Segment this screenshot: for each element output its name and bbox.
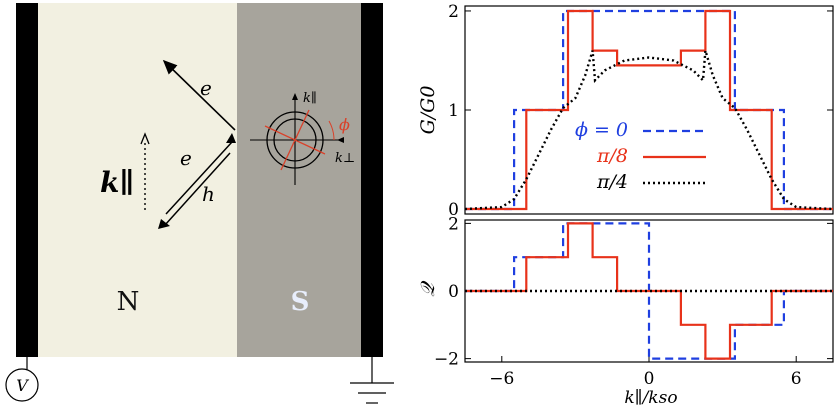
voltage-source	[5, 368, 39, 402]
left-lead	[16, 3, 38, 357]
region-s-label: S	[291, 287, 310, 317]
legend-label-phi0: ϕ = 0	[575, 119, 628, 141]
xtick-label-2: 6	[791, 369, 802, 389]
charge-xlabel: k∥/kso	[624, 388, 677, 408]
ytick-label-1-0: −2	[434, 350, 459, 370]
hole-arrowhead	[158, 219, 170, 229]
charge-ylabel: 𝒬	[417, 280, 439, 297]
ytick-label-0-0: 0	[448, 200, 459, 220]
series-line-1-1	[465, 222, 833, 360]
ytick-label-1-1: 0	[448, 282, 459, 302]
label-phi: ϕ	[339, 115, 350, 134]
xtick-label-0: −6	[489, 369, 514, 389]
legend-label-pi8: π/8	[596, 145, 628, 167]
incident-electron-arrowhead	[226, 133, 236, 143]
legend: ϕ = 0 π/8 π/4	[575, 119, 706, 193]
ytick-label-0-2: 2	[448, 2, 459, 22]
ytick-label-0-1: 1	[448, 101, 459, 121]
label-inset-kpar: k∥	[303, 91, 317, 106]
label-e-bottom: e	[180, 146, 192, 170]
schematic: N S e e h k∥ ϕ	[5, 3, 394, 404]
label-e-top: e	[200, 76, 212, 100]
right-lead	[361, 3, 383, 357]
region-n-label: N	[117, 287, 140, 317]
label-inset-kperp: k⊥	[335, 151, 355, 166]
label-h: h	[202, 182, 215, 206]
series-line-0-1	[465, 9, 833, 211]
charge-chart: 𝒬 −2 0 2 −6 0 6 k∥/kso	[417, 214, 834, 408]
conductance-ylabel: G/G0	[417, 86, 439, 135]
voltage-label: V	[16, 376, 29, 395]
series-line-0-0	[465, 9, 833, 211]
incident-electron-line	[165, 141, 233, 215]
reflected-electron-arrow	[162, 59, 236, 131]
ytick-label-1-2: 2	[448, 214, 459, 234]
superconductor-region	[237, 3, 361, 357]
label-k-parallel: k∥	[100, 166, 134, 199]
k-parallel-arrowhead	[140, 132, 150, 145]
conductance-chart: G/G0 0 1 2 ϕ = 0 π/8 π/4	[417, 2, 834, 220]
series-line-0-2	[464, 50, 834, 211]
legend-label-pi4: π/4	[596, 171, 628, 193]
ground-symbol	[350, 357, 394, 404]
fermi-circle-inset: ϕ k∥ k⊥	[250, 91, 355, 185]
hole-line	[164, 152, 231, 226]
xtick-label-1: 0	[644, 369, 655, 389]
